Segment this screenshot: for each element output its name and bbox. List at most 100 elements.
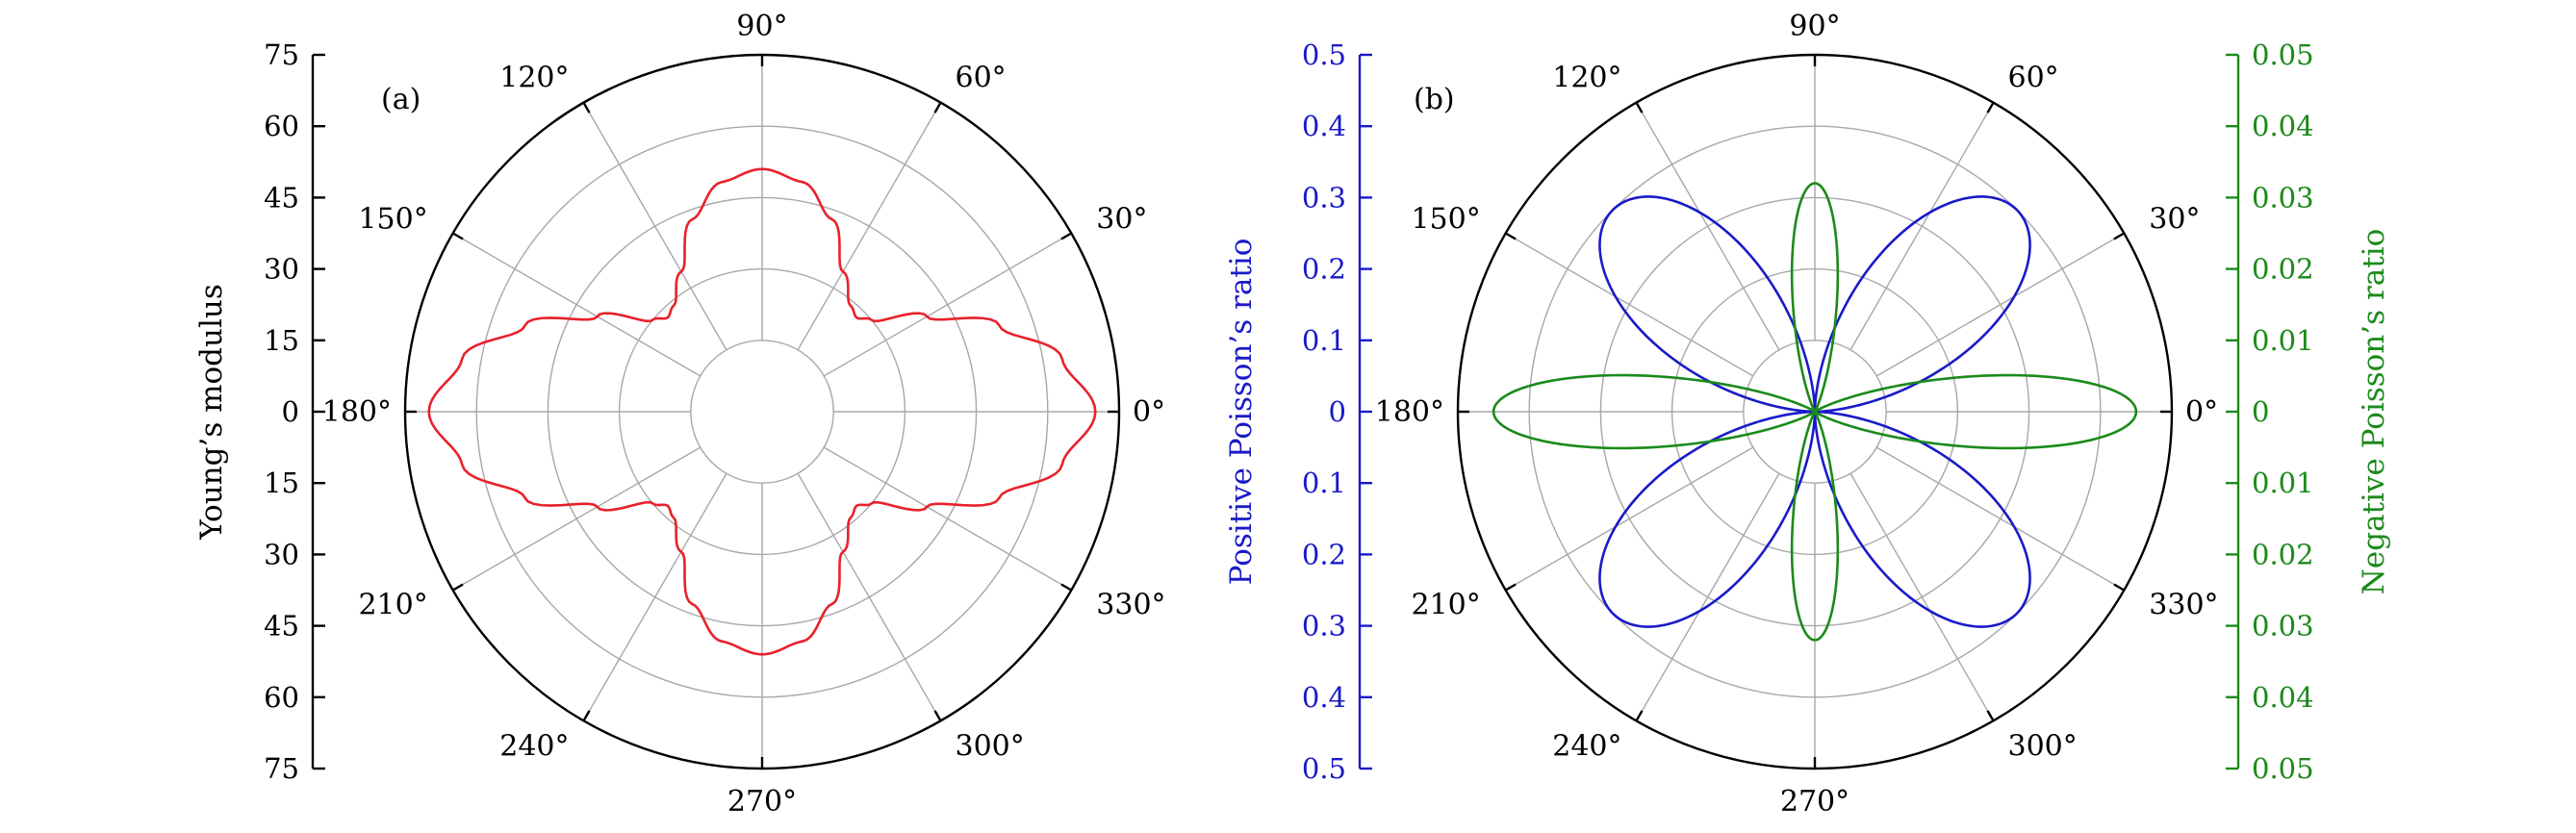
outer-tick-30 — [1060, 232, 1072, 240]
angle-label-300-a: 300° — [956, 729, 1025, 763]
outer-tick-30 — [2113, 232, 2125, 240]
outer-tick-60 — [1986, 102, 1995, 114]
negative-poisson-axis-tick-label-10: 0.05 — [2252, 752, 2314, 785]
outer-tick-120 — [1635, 102, 1644, 114]
angle-label-210-a: 210° — [358, 589, 427, 622]
angle-label-180-b: 180° — [1375, 395, 1444, 429]
outer-tick-120 — [582, 102, 591, 114]
negative-poisson-axis-tick-label-0: 0.05 — [2252, 38, 2314, 71]
spoke-330 — [1875, 446, 2125, 592]
angle-label-240-a: 240° — [499, 729, 569, 763]
negative-poisson-axis-tick-label-9: 0.04 — [2252, 681, 2314, 714]
spoke-60 — [1849, 102, 1995, 351]
angle-label-180-a: 180° — [322, 395, 392, 429]
spoke-120 — [582, 102, 727, 351]
young-axis-tick-label-1: 60 — [264, 110, 299, 142]
spoke-210 — [1505, 446, 1754, 592]
angle-label-30-a: 30° — [1096, 203, 1147, 237]
angle-label-120-a: 120° — [499, 62, 569, 95]
angle-label-150-b: 150° — [1411, 203, 1480, 237]
young-axis-tick-label-2: 45 — [264, 181, 299, 214]
spoke-150 — [452, 232, 701, 377]
spoke-120 — [1635, 102, 1780, 351]
negative-poisson-axis-title: Negative Poisson’s ratio — [2357, 229, 2391, 594]
negative-poisson-axis-tick-label-5: 0 — [2252, 395, 2269, 428]
negative-poisson-axis-tick-label-7: 0.02 — [2252, 538, 2314, 570]
young-axis-tick-label-10: 75 — [264, 752, 299, 785]
positive-poisson-axis-tick-label-4: 0.1 — [1302, 324, 1346, 357]
negative-poisson-axis-tick-label-3: 0.02 — [2252, 253, 2314, 286]
outer-tick-150 — [452, 232, 464, 240]
outer-tick-240 — [1635, 710, 1644, 721]
positive-poisson-axis-tick-label-9: 0.4 — [1302, 681, 1346, 714]
young-modulus-curve — [427, 167, 1097, 656]
negative-poisson-curve — [1492, 182, 2138, 642]
young-axis-tick-label-4: 15 — [264, 324, 299, 357]
young-axis-tick-label-3: 30 — [264, 253, 299, 286]
spoke-330 — [823, 446, 1072, 592]
angle-label-270-a: 270° — [727, 785, 797, 819]
angle-label-0-b: 0° — [2185, 395, 2218, 429]
outer-tick-330 — [2113, 583, 2125, 592]
young-axis-tick-label-0: 75 — [264, 38, 299, 71]
angle-label-30-b: 30° — [2149, 203, 2200, 237]
spoke-300 — [1849, 472, 1995, 721]
angle-label-240-b: 240° — [1552, 729, 1621, 763]
young-axis-tick-label-9: 60 — [264, 681, 299, 714]
angle-label-210-b: 210° — [1411, 589, 1480, 622]
negative-poisson-axis-tick-label-4: 0.01 — [2252, 324, 2314, 357]
panel-label-b: (b) — [1414, 83, 1455, 116]
outer-tick-300 — [933, 710, 942, 721]
spoke-150 — [1505, 232, 1754, 377]
negative-poisson-axis-tick-label-6: 0.01 — [2252, 467, 2314, 499]
spoke-240 — [1635, 472, 1780, 721]
positive-poisson-axis-tick-label-3: 0.2 — [1302, 253, 1346, 286]
angle-label-90-b: 90° — [1789, 10, 1840, 43]
grid-ring-1 — [690, 340, 834, 484]
angle-label-330-b: 330° — [2149, 589, 2218, 622]
positive-poisson-axis-tick-label-2: 0.3 — [1302, 181, 1346, 214]
positive-poisson-axis-title: Positive Poisson’s ratio — [1224, 239, 1259, 586]
spoke-30 — [823, 232, 1072, 377]
outer-tick-300 — [1986, 710, 1995, 721]
young-axis-title: Young’s modulus — [194, 284, 229, 540]
outer-tick-210 — [452, 583, 464, 592]
negative-poisson-axis-tick-label-8: 0.03 — [2252, 610, 2314, 643]
positive-poisson-axis-tick-label-0: 0.5 — [1302, 38, 1346, 71]
spoke-300 — [797, 472, 942, 721]
negative-poisson-axis-tick-label-2: 0.03 — [2252, 181, 2314, 214]
young-axis-tick-label-6: 15 — [264, 467, 299, 499]
spoke-30 — [1875, 232, 2125, 377]
spoke-60 — [797, 102, 942, 351]
positive-poisson-axis-tick-label-7: 0.2 — [1302, 538, 1346, 570]
angle-label-330-a: 330° — [1096, 589, 1165, 622]
positive-poisson-axis-tick-label-1: 0.4 — [1302, 110, 1346, 142]
positive-poisson-axis-tick-label-10: 0.5 — [1302, 752, 1346, 785]
panel-a-young-modulus: 0° 30° 60° 90° 120° 150° 180° 210° 240° 270° 300° 3… — [194, 10, 1166, 819]
positive-poisson-axis-tick-label-6: 0.1 — [1302, 467, 1346, 499]
outer-tick-150 — [1505, 232, 1517, 240]
outer-tick-240 — [582, 710, 591, 721]
angle-label-120-b: 120° — [1552, 62, 1621, 95]
angle-label-150-a: 150° — [358, 203, 427, 237]
outer-tick-210 — [1505, 583, 1517, 592]
angle-label-60-a: 60° — [956, 62, 1007, 95]
angle-label-270-b: 270° — [1780, 785, 1849, 819]
angle-label-0-a: 0° — [1133, 395, 1165, 429]
angle-label-60-b: 60° — [2008, 62, 2059, 95]
outer-tick-330 — [1060, 583, 1072, 592]
positive-poisson-axis-tick-label-8: 0.3 — [1302, 610, 1346, 643]
angle-label-300-b: 300° — [2008, 729, 2078, 763]
negative-poisson-axis-tick-label-1: 0.04 — [2252, 110, 2314, 142]
spoke-210 — [452, 446, 701, 592]
angle-label-90-a: 90° — [736, 10, 787, 43]
panel-b-poisson-ratio: 0° 30° 60° 90° 120° 150° 180° 210° 240° 270° 300° 3… — [1224, 10, 2391, 819]
panel-label-a: (a) — [381, 83, 421, 116]
young-axis-tick-label-5: 0 — [282, 395, 299, 428]
young-axis-tick-label-7: 30 — [264, 538, 299, 570]
young-axis-tick-label-8: 45 — [264, 610, 299, 643]
spoke-240 — [582, 472, 727, 721]
outer-tick-60 — [933, 102, 942, 114]
positive-poisson-axis-tick-label-5: 0 — [1329, 395, 1346, 428]
